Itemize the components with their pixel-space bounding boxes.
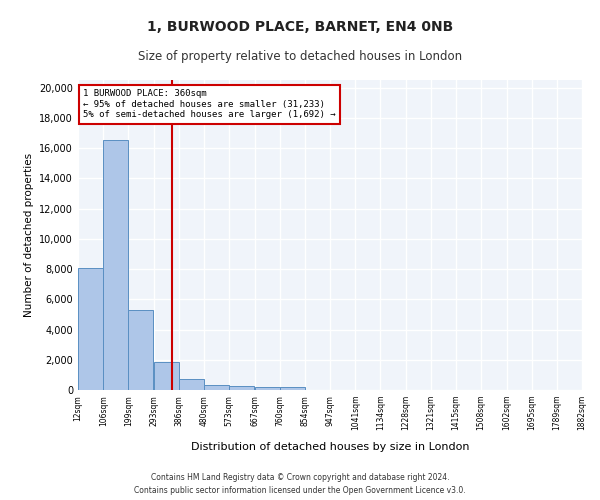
Bar: [254, 386, 280, 390]
Bar: [103, 140, 128, 390]
Bar: [280, 388, 305, 390]
Text: Size of property relative to detached houses in London: Size of property relative to detached ho…: [138, 50, 462, 63]
Bar: [128, 310, 154, 390]
Bar: [154, 362, 179, 390]
Bar: [229, 386, 254, 390]
X-axis label: Distribution of detached houses by size in London: Distribution of detached houses by size …: [191, 442, 469, 452]
Text: 1, BURWOOD PLACE, BARNET, EN4 0NB: 1, BURWOOD PLACE, BARNET, EN4 0NB: [147, 20, 453, 34]
Text: 1 BURWOOD PLACE: 360sqm
← 95% of detached houses are smaller (31,233)
5% of semi: 1 BURWOOD PLACE: 360sqm ← 95% of detache…: [83, 90, 335, 119]
Y-axis label: Number of detached properties: Number of detached properties: [24, 153, 34, 317]
Bar: [204, 384, 229, 390]
Text: Contains HM Land Registry data © Crown copyright and database right 2024.
Contai: Contains HM Land Registry data © Crown c…: [134, 474, 466, 495]
Bar: [78, 268, 103, 390]
Bar: [179, 380, 204, 390]
